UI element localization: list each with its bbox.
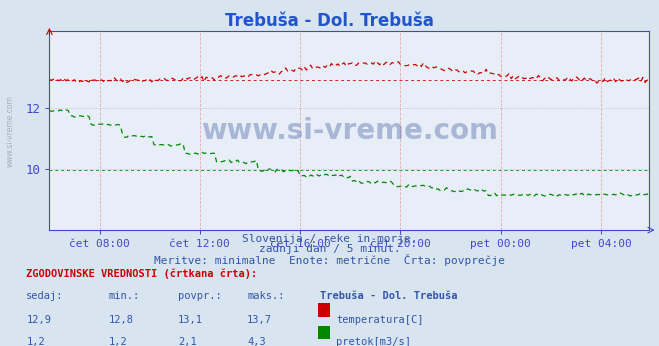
Text: 13,7: 13,7 xyxy=(247,315,272,325)
Text: pretok[m3/s]: pretok[m3/s] xyxy=(336,337,411,346)
Text: 1,2: 1,2 xyxy=(26,337,45,346)
Text: povpr.:: povpr.: xyxy=(178,291,221,301)
Text: 2,1: 2,1 xyxy=(178,337,196,346)
Text: 12,8: 12,8 xyxy=(109,315,134,325)
Text: maks.:: maks.: xyxy=(247,291,285,301)
Text: temperatura[C]: temperatura[C] xyxy=(336,315,424,325)
Text: www.si-vreme.com: www.si-vreme.com xyxy=(5,95,14,167)
Text: Trebuša - Dol. Trebuša: Trebuša - Dol. Trebuša xyxy=(320,291,457,301)
Text: 12,9: 12,9 xyxy=(26,315,51,325)
Text: ZGODOVINSKE VREDNOSTI (črtkana črta):: ZGODOVINSKE VREDNOSTI (črtkana črta): xyxy=(26,268,258,279)
Text: 4,3: 4,3 xyxy=(247,337,266,346)
Text: 13,1: 13,1 xyxy=(178,315,203,325)
Text: Slovenija / reke in morje.: Slovenija / reke in morje. xyxy=(242,234,417,244)
Text: Trebuša - Dol. Trebuša: Trebuša - Dol. Trebuša xyxy=(225,12,434,30)
Text: www.si-vreme.com: www.si-vreme.com xyxy=(201,117,498,145)
Text: sedaj:: sedaj: xyxy=(26,291,64,301)
Text: Meritve: minimalne  Enote: metrične  Črta: povprečje: Meritve: minimalne Enote: metrične Črta:… xyxy=(154,254,505,266)
Text: min.:: min.: xyxy=(109,291,140,301)
Text: 1,2: 1,2 xyxy=(109,337,127,346)
Text: zadnji dan / 5 minut.: zadnji dan / 5 minut. xyxy=(258,244,401,254)
